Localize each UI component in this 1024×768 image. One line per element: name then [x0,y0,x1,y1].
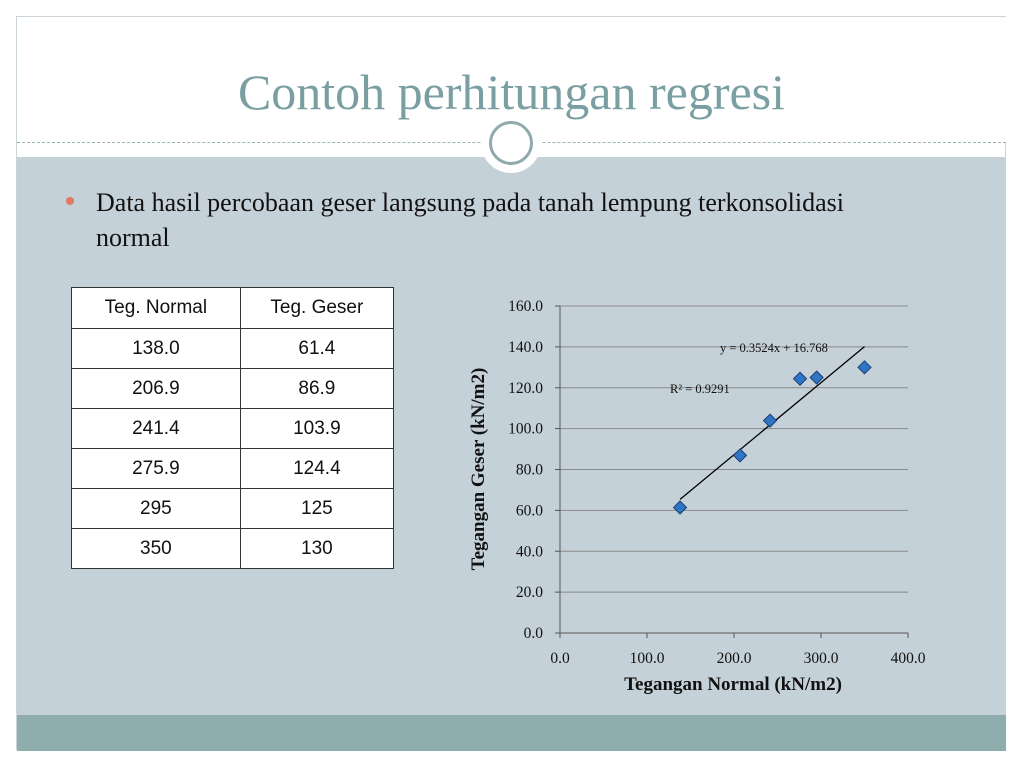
x-tick-label: 300.0 [804,650,839,667]
y-tick-label: 120.0 [508,380,543,397]
table-row: 138.0 61.4 [71,328,395,369]
y-tick-label: 0.0 [524,625,544,642]
chart-axes [555,305,909,638]
chart-gridlines [560,305,908,593]
x-tick-label: 100.0 [630,650,665,667]
y-tick-label: 20.0 [516,584,543,601]
table-row: 241.4 103.9 [71,408,395,449]
y-axis-title: Tegangan Geser (kN/m2) [468,368,489,571]
data-point [762,413,778,428]
table-row: 350 130 [71,528,395,569]
trendline-r2-label: R² = 0.9291 [670,382,730,396]
x-tick-label: 0.0 [550,650,570,667]
table-header-normal: Teg. Normal [71,287,241,329]
data-point [809,370,824,385]
table-cell: 103.9 [239,408,395,449]
table-cell: 124.4 [239,448,395,489]
bullet-icon [66,197,74,205]
divider-circle-ring [489,121,533,165]
table-row: 206.9 86.9 [71,368,395,409]
chart-points [672,360,872,515]
table-cell: 275.9 [71,448,241,489]
table-cell: 138.0 [71,328,241,369]
table-header-row: Teg. Normal Teg. Geser [71,287,395,329]
y-tick-label: 160.0 [508,298,543,315]
footer-bar [17,715,1006,751]
data-point [732,448,748,463]
table-cell: 295 [71,488,241,529]
x-axis-title: Tegangan Normal (kN/m2) [624,674,842,695]
data-point [857,360,872,375]
bullet-text: Data hasil percobaan geser langsung pada… [96,188,844,252]
x-tick-label: 400.0 [891,650,926,667]
x-tick-label: 200.0 [717,650,752,667]
y-tick-label: 100.0 [508,421,543,438]
y-tick-label: 60.0 [516,502,543,519]
table-cell: 350 [71,528,241,569]
trendline-equation-label: y = 0.3524x + 16.768 [720,341,828,355]
slide-title: Contoh perhitungan regresi [237,64,786,120]
data-point [792,371,808,386]
table-row: 275.9 124.4 [71,448,395,489]
table-cell: 206.9 [71,368,241,409]
chart-tick-labels: 0.0 20.0 40.0 60.0 80.0 100.0 120.0 140.0 160.0 0… [508,298,926,667]
y-tick-label: 40.0 [516,543,543,560]
table-cell: 125 [239,488,395,529]
table-header-geser: Teg. Geser [239,287,395,329]
y-tick-label: 80.0 [516,462,543,479]
table-cell: 130 [239,528,395,569]
table-cell: 61.4 [239,328,395,369]
table-cell: 241.4 [71,408,241,449]
data-point [672,500,688,515]
y-tick-label: 140.0 [508,339,543,356]
table-row: 295 125 [71,488,395,529]
data-table: Teg. Normal Teg. Geser 138.0 61.4 206.9 … [71,287,395,569]
